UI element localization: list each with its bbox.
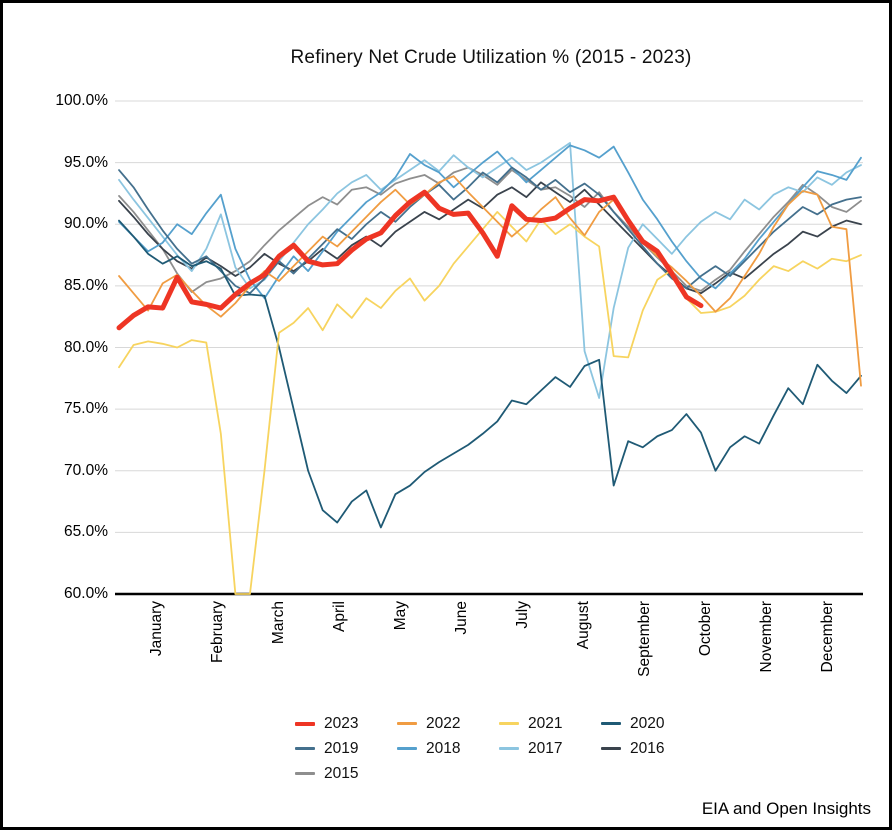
series-line-2023 [116, 189, 704, 331]
legend-item-2017: 2017 [499, 736, 601, 761]
legend-label-2023: 2023 [324, 714, 359, 732]
x-month-label: July [513, 601, 531, 629]
x-month-label: September [635, 601, 653, 677]
x-month-label: April [330, 601, 348, 633]
y-tick-label: 90.0% [64, 215, 108, 233]
plot-area [115, 100, 863, 596]
y-tick-label: 80.0% [64, 338, 108, 356]
x-month-label: February [208, 601, 226, 664]
legend-label-2016: 2016 [630, 739, 665, 757]
y-tick-label: 85.0% [64, 276, 108, 294]
y-tick-label: 60.0% [64, 585, 108, 602]
series-line-2017 [118, 142, 862, 399]
legend-swatch-2017 [499, 747, 519, 750]
legend: 2023 2022 2021 2020 2019 2018 2017 2016 2015 [295, 711, 719, 786]
chart-title: Refinery Net Crude Utilization % (2015 -… [290, 47, 692, 68]
y-tick-label: 65.0% [64, 523, 108, 541]
legend-label-2018: 2018 [426, 739, 461, 757]
x-month-label: August [574, 601, 592, 650]
legend-item-2015: 2015 [295, 761, 397, 786]
y-tick-label: 75.0% [64, 400, 108, 418]
legend-swatch-2023 [295, 721, 315, 726]
legend-swatch-2016 [601, 747, 621, 750]
legend-label-2021: 2021 [528, 714, 563, 732]
x-month-label: October [696, 601, 714, 657]
y-tick-label: 100.0% [55, 92, 108, 109]
legend-label-2019: 2019 [324, 739, 359, 757]
legend-item-2019: 2019 [295, 736, 397, 761]
series-line-2021 [118, 211, 862, 595]
legend-item-2022: 2022 [397, 711, 499, 736]
legend-item-2020: 2020 [601, 711, 703, 736]
x-month-label: December [818, 601, 836, 673]
series-line-2016 [118, 181, 862, 295]
legend-label-2022: 2022 [426, 714, 461, 732]
x-month-label: May [391, 601, 409, 631]
x-month-label: January [147, 601, 165, 657]
legend-swatch-2019 [295, 747, 315, 750]
attribution-text: EIA and Open Insights [701, 799, 871, 818]
legend-item-2016: 2016 [601, 736, 703, 761]
legend-item-2023: 2023 [295, 711, 397, 736]
series-line-2020 [118, 219, 862, 529]
legend-swatch-2021 [499, 722, 519, 725]
x-month-label: June [452, 601, 470, 635]
x-month-label: November [757, 601, 775, 673]
series-line-2022 [118, 175, 862, 387]
legend-label-2020: 2020 [630, 714, 665, 732]
y-tick-label: 70.0% [64, 461, 108, 479]
legend-label-2015: 2015 [324, 764, 359, 782]
x-month-label: March [269, 601, 287, 645]
legend-swatch-2022 [397, 722, 417, 725]
legend-swatch-2015 [295, 772, 315, 775]
series-line-2018 [118, 144, 862, 300]
legend-swatch-2018 [397, 747, 417, 750]
legend-item-2018: 2018 [397, 736, 499, 761]
legend-swatch-2020 [601, 722, 621, 725]
legend-label-2017: 2017 [528, 739, 563, 757]
y-tick-label: 95.0% [64, 153, 108, 171]
legend-item-2021: 2021 [499, 711, 601, 736]
